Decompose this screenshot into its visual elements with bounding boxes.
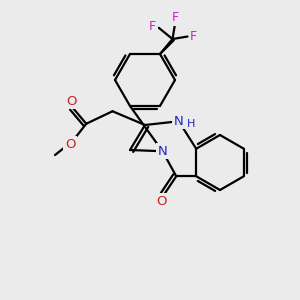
Text: F: F (171, 11, 178, 24)
Text: H: H (187, 119, 195, 129)
Text: O: O (65, 138, 75, 151)
Text: F: F (149, 20, 156, 33)
Text: O: O (66, 95, 76, 108)
Text: O: O (156, 195, 166, 208)
Text: N: N (174, 115, 184, 128)
Text: F: F (190, 30, 197, 43)
Text: N: N (158, 145, 167, 158)
